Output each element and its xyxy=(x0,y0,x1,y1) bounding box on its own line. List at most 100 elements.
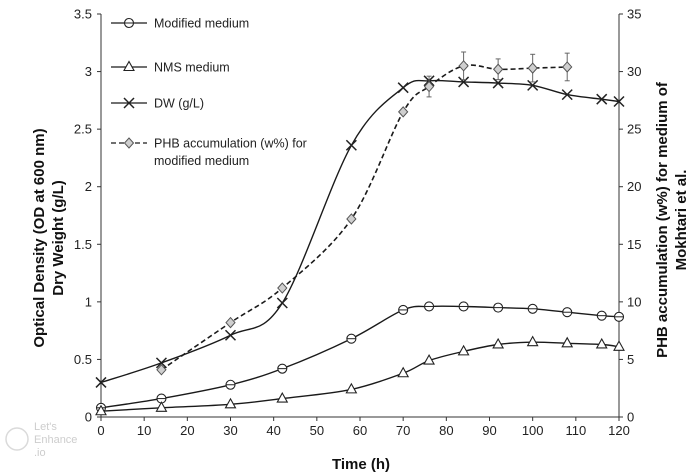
left-tick-label: 0 xyxy=(85,410,92,425)
legend-label-phb: PHB accumulation (w%) for xyxy=(154,137,307,151)
point-modified-medium xyxy=(277,363,288,374)
point-modified-medium xyxy=(493,302,504,313)
left-tick-label: 2 xyxy=(85,179,92,194)
point-dw-stroke-b xyxy=(95,376,107,388)
point-nms-medium xyxy=(155,401,168,412)
point-dw-stroke-b xyxy=(224,329,237,341)
point-dw xyxy=(95,376,107,388)
point-dw xyxy=(527,79,539,91)
point-dw-stroke-b xyxy=(596,93,608,105)
right-axis-title-line2: Mokhtari et al. xyxy=(673,170,690,271)
point-modified-medium xyxy=(458,301,469,312)
point-nms-medium xyxy=(613,340,625,351)
point-nms-medium xyxy=(561,336,574,348)
point-nms-medium xyxy=(345,382,358,394)
point-nms-medium xyxy=(492,337,505,349)
right-tick-label: 25 xyxy=(627,122,641,137)
watermark: Let's Enhance .io xyxy=(5,421,77,459)
point-nms-medium xyxy=(397,366,410,378)
x-tick-label: 110 xyxy=(565,423,586,438)
right-tick-label: 10 xyxy=(627,294,641,309)
point-phb xyxy=(225,316,236,329)
right-tick-label: 15 xyxy=(627,237,641,252)
legend-label-phb-line2: modified medium xyxy=(154,154,249,168)
point-dw-stroke-b xyxy=(458,76,470,88)
legend-item-dw: DW (g/L) xyxy=(111,97,204,111)
left-tick-label: 1.5 xyxy=(74,237,92,252)
point-nms-medium xyxy=(595,337,608,349)
point-phb xyxy=(397,106,409,118)
point-dw-stroke-b xyxy=(276,297,288,309)
x-tick-label: 10 xyxy=(137,423,151,438)
point-dw-stroke-b xyxy=(561,89,573,101)
point-nms-medium xyxy=(526,335,539,347)
point-dw xyxy=(345,139,357,151)
point-phb xyxy=(458,60,469,72)
point-dw xyxy=(492,77,504,89)
legend: Modified medium NMS medium DW (g/L) PHB acc… xyxy=(111,17,307,168)
legend-label-nms-medium: NMS medium xyxy=(154,61,230,75)
left-tick-label: 0.5 xyxy=(74,352,92,367)
point-dw-stroke-b xyxy=(155,357,167,369)
legend-item-phb: PHB accumulation (w%) for modified medium xyxy=(111,137,307,168)
point-phb xyxy=(492,63,504,76)
legend-marker-dw xyxy=(123,97,135,109)
x-axis-title: Time (h) xyxy=(332,456,390,473)
series-line-phb xyxy=(160,64,568,371)
point-modified-medium xyxy=(346,333,357,344)
point-modified-medium xyxy=(424,301,435,312)
point-nms-medium xyxy=(224,397,237,409)
point-nms-medium xyxy=(423,353,436,365)
x-tick-label: 30 xyxy=(223,423,237,438)
legend-item-nms-medium: NMS medium xyxy=(111,60,230,75)
right-tick-label: 5 xyxy=(627,352,634,367)
point-dw-stroke-b xyxy=(492,77,504,89)
left-tick-label: 3.5 xyxy=(74,7,92,22)
point-phb xyxy=(423,80,435,93)
point-modified-medium xyxy=(613,311,625,322)
point-modified-medium xyxy=(527,303,538,314)
x-tick-label: 0 xyxy=(97,423,104,438)
point-dw xyxy=(458,76,470,88)
watermark-text-1: Let's xyxy=(34,421,57,433)
point-dw xyxy=(613,95,625,108)
watermark-text-3: .io xyxy=(34,447,46,459)
legend-marker-nms-medium xyxy=(123,60,135,72)
point-dw-stroke-b xyxy=(397,82,409,94)
x-tick-label: 80 xyxy=(439,423,453,438)
x-tick-label: 40 xyxy=(266,423,280,438)
point-phb xyxy=(346,213,357,225)
right-axis-title-line1: PHB accumulation (w%) for medium of xyxy=(654,81,671,358)
point-dw-stroke-b xyxy=(613,95,625,108)
point-phb xyxy=(527,62,538,74)
legend-item-modified-medium: Modified medium xyxy=(111,17,249,31)
x-tick-label: 20 xyxy=(180,423,194,438)
x-tick-label: 120 xyxy=(608,423,630,438)
point-nms-medium xyxy=(457,344,470,356)
point-dw-stroke-b xyxy=(345,139,357,151)
legend-label-modified-medium: Modified medium xyxy=(154,17,249,31)
point-dw xyxy=(596,93,608,105)
x-tick-label: 50 xyxy=(310,423,324,438)
watermark-text-2: Enhance xyxy=(34,434,77,446)
point-nms-medium xyxy=(276,391,289,403)
right-tick-label: 35 xyxy=(627,7,641,22)
axes: 0 10 20 30 40 50 60 70 80 90 100 110 12000.511.522.5… xyxy=(74,7,642,439)
left-axis-title-line2: Dry Weight (g/L) xyxy=(50,180,67,296)
point-dw xyxy=(155,357,167,369)
x-tick-label: 60 xyxy=(353,423,367,438)
point-modified-medium xyxy=(398,304,409,315)
point-modified-medium xyxy=(596,310,607,321)
left-tick-label: 1 xyxy=(85,294,92,309)
legend-marker-phb xyxy=(123,137,135,149)
right-tick-label: 0 xyxy=(627,410,634,425)
x-tick-label: 70 xyxy=(396,423,410,438)
point-dw-stroke-b xyxy=(527,79,539,91)
point-phb xyxy=(562,61,573,73)
legend-marker-modified-medium xyxy=(123,17,135,29)
point-nms-medium xyxy=(95,404,107,416)
point-dw xyxy=(561,89,573,101)
point-phb xyxy=(156,364,167,376)
x-tick-label: 90 xyxy=(482,423,496,438)
